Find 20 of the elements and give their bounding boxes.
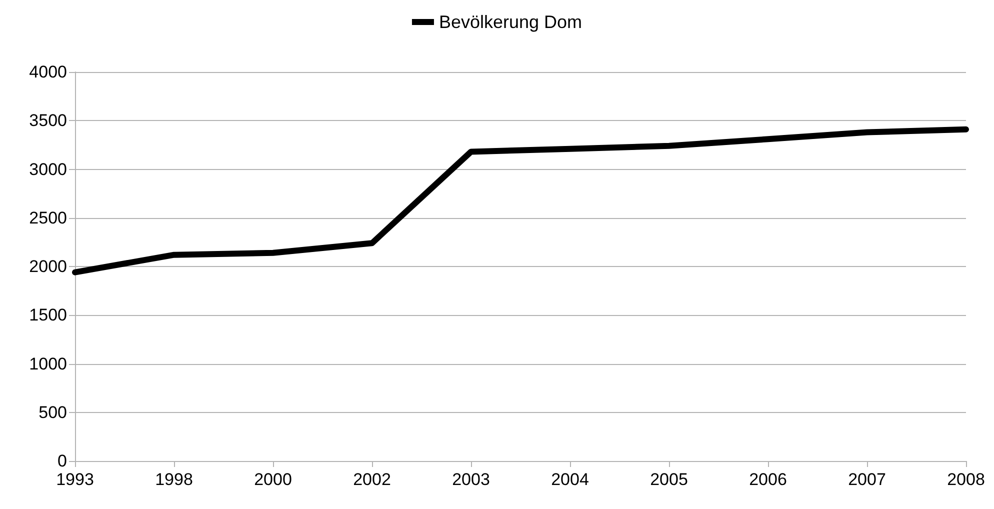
x-tick-label: 2008 <box>947 470 985 489</box>
x-tick-label: 2002 <box>353 470 391 489</box>
y-tick-label: 2500 <box>29 208 67 228</box>
y-tick-label: 3500 <box>29 111 67 130</box>
x-tick-label: 2003 <box>452 470 490 489</box>
x-tick-label: 1993 <box>56 470 94 489</box>
y-tick-label: 1000 <box>29 354 67 374</box>
y-tick-label: 1500 <box>29 306 67 325</box>
x-tick-label: 2005 <box>650 470 688 489</box>
legend-label: Bevölkerung Dom <box>438 12 582 32</box>
y-tick-label: 3000 <box>29 160 67 179</box>
x-tick-label: 2004 <box>551 470 589 489</box>
x-tick-label: 2006 <box>749 470 787 489</box>
y-tick-label: 4000 <box>29 62 67 82</box>
x-tick-label: 2007 <box>848 470 886 489</box>
y-tick-label: 0 <box>58 452 67 470</box>
x-tick-label: 1998 <box>155 470 193 489</box>
y-tick-label: 500 <box>38 402 67 422</box>
y-tick-label: 2000 <box>29 257 67 276</box>
x-tick-label: 2000 <box>254 470 292 489</box>
